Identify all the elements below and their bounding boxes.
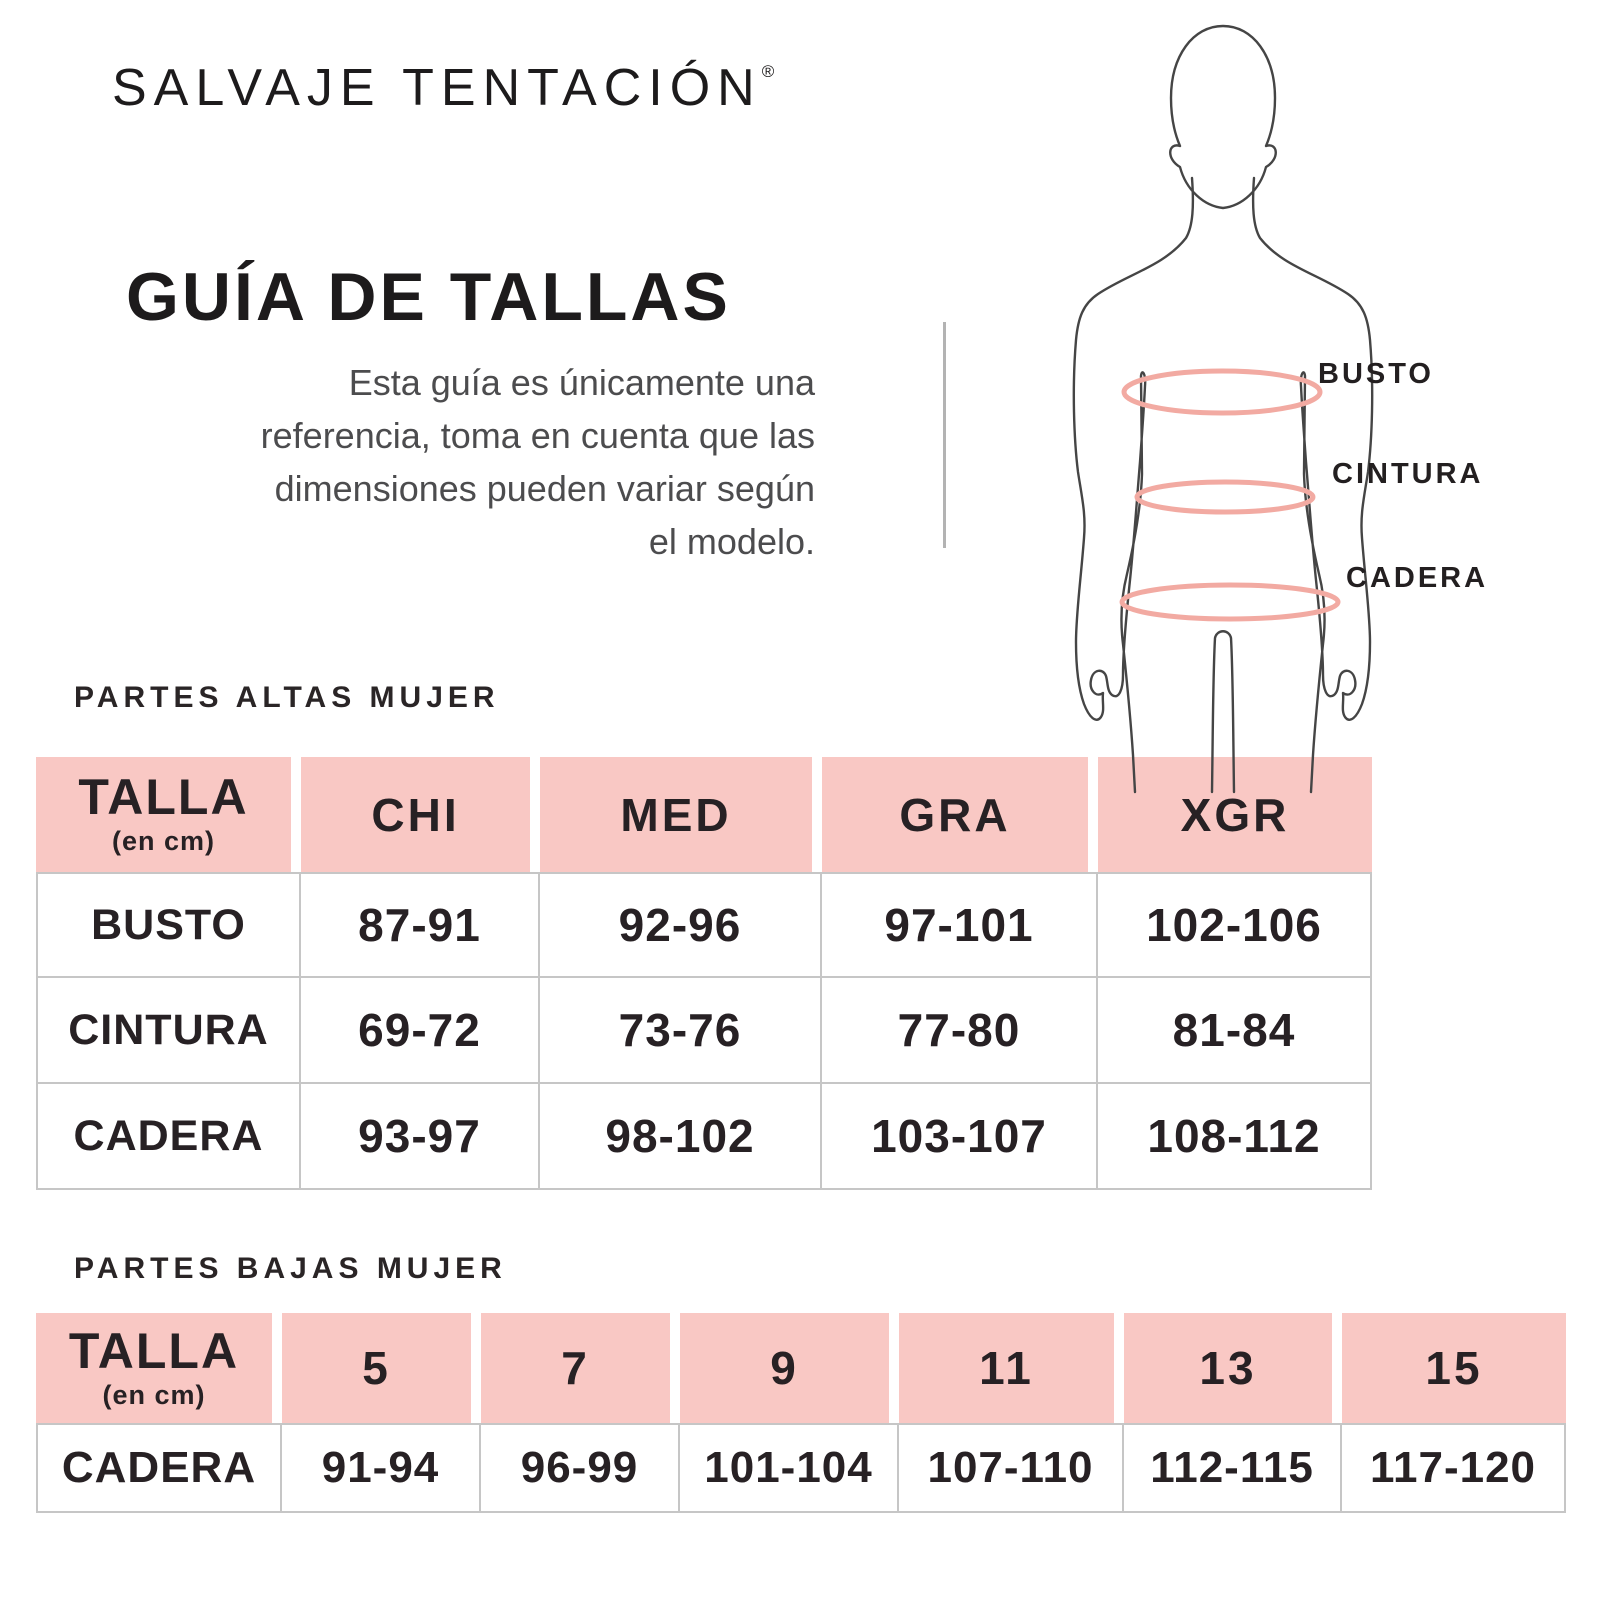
bust-label: BUSTO [1318,358,1434,390]
left-body-outline [1072,176,1195,794]
tops-header-size: CHI [301,757,540,872]
table-cell: 112-115 [1124,1423,1342,1513]
waist-measure-line [1134,479,1316,515]
bottoms-header-size: 13 [1124,1313,1342,1423]
table-cell: 91-94 [282,1423,481,1513]
talla-unit: (en cm) [102,1379,206,1410]
page-title: GUÍA DE TALLAS [126,259,731,335]
bottoms-header-size: 11 [899,1313,1124,1423]
table-cell: 102-106 [1098,872,1372,978]
bottoms-header-size: 9 [680,1313,899,1423]
size-13: 13 [1199,1342,1257,1394]
bottoms-header-size: 5 [282,1313,481,1423]
size-15: 15 [1425,1342,1483,1394]
waist-label: CINTURA [1332,458,1484,490]
table-cell: 107-110 [899,1423,1124,1513]
intro-line: el modelo. [648,521,815,562]
row-label-busto: BUSTO [36,872,301,978]
table-cell: 97-101 [822,872,1098,978]
tops-size-table: TALLA (en cm) CHI MED GRA XGR BUSTO 87-9… [36,757,1372,1190]
intro-line: dimensiones pueden variar según [274,468,815,509]
tops-header-size: MED [540,757,822,872]
table-cell: 81-84 [1098,978,1372,1084]
head-outline [1169,24,1277,210]
tops-header-size: GRA [822,757,1098,872]
brand-name: SALVAJE TENTACIÓN® [112,59,775,117]
talla-label: TALLA [78,769,249,825]
size-med: MED [620,788,732,841]
bust-measure-line [1121,368,1323,416]
size-9: 9 [770,1342,799,1394]
body-silhouette-illustration [1072,24,1374,794]
size-chi: CHI [371,788,460,841]
section-title-bottoms: PARTES BAJAS MUJER [74,1252,507,1285]
table-cell: 96-99 [481,1423,680,1513]
size-xgr: XGR [1180,788,1290,841]
hip-measure-line [1119,582,1341,622]
talla-label: TALLA [68,1322,240,1379]
hip-label: CADERA [1346,562,1489,594]
table-cell: 93-97 [301,1084,540,1190]
intro-line: Esta guía es únicamente una [348,362,815,403]
table-cell: 69-72 [301,978,540,1084]
table-cell: 98-102 [540,1084,822,1190]
table-cell: 117-120 [1342,1423,1566,1513]
table-cell: 92-96 [540,872,822,978]
size-5: 5 [362,1342,391,1394]
vertical-divider [943,322,946,548]
size-7: 7 [561,1342,590,1394]
table-cell: 101-104 [680,1423,899,1513]
bottoms-header-size: 7 [481,1313,680,1423]
table-cell: 108-112 [1098,1084,1372,1190]
table-cell: 87-91 [301,872,540,978]
row-label-cintura: CINTURA [36,978,301,1084]
bottoms-header-size: 15 [1342,1313,1566,1423]
bottoms-header-talla: TALLA (en cm) [36,1313,282,1423]
table-cell: 77-80 [822,978,1098,1084]
size-11: 11 [979,1342,1034,1394]
talla-unit: (en cm) [111,826,216,856]
tops-header-talla: TALLA (en cm) [36,757,301,872]
registered-trademark-symbol: ® [761,62,775,81]
table-cell: 73-76 [540,978,822,1084]
bottoms-size-table: TALLA (en cm) 5 7 9 11 13 15 CADERA 91-9… [36,1313,1566,1513]
tops-header-size: XGR [1098,757,1372,872]
table-cell: 103-107 [822,1084,1098,1190]
intro-line: referencia, toma en cuenta que las [260,415,815,456]
row-label-cadera: CADERA [36,1084,301,1190]
size-gra: GRA [899,788,1011,841]
section-title-tops: PARTES ALTAS MUJER [74,681,500,714]
row-label-cadera: CADERA [36,1423,282,1513]
intro-paragraph: Esta guía es únicamente una referencia, … [85,356,815,568]
